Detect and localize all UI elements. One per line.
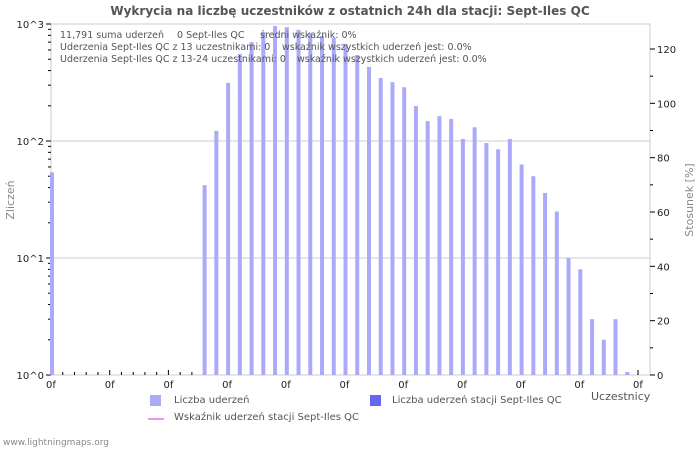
bar (590, 319, 595, 375)
x-tick-label: 0f (222, 380, 232, 391)
legend-line-ratio (148, 418, 164, 420)
x-tick-label: 0f (398, 380, 408, 391)
bar (543, 192, 548, 375)
y2-tick-label: 20 (657, 317, 670, 328)
bar (202, 185, 207, 375)
bar (554, 211, 559, 375)
y2-tick-label: 120 (657, 45, 676, 56)
bar (320, 35, 325, 375)
bar (343, 43, 348, 375)
x-tick-label: 0f (340, 380, 350, 391)
bar (331, 38, 336, 375)
y2-axis-title: Stosunek [%] (683, 163, 696, 236)
bar (496, 149, 501, 375)
bar (531, 176, 536, 375)
legend-label-total: Liczba uderzeń (174, 395, 250, 406)
bar (507, 139, 512, 375)
bar (437, 116, 442, 376)
info-text: 0 Sept-Iles QC (177, 30, 245, 41)
y2-tick-label: 80 (657, 154, 670, 165)
bar (484, 143, 489, 375)
chart-title: Wykrycia na liczbę uczestników z ostatni… (110, 4, 590, 18)
bar (460, 139, 465, 375)
y2-tick-label: 60 (657, 208, 670, 219)
bar (449, 119, 454, 375)
x-tick-label: 0f (457, 380, 467, 391)
info-text: Uderzenia Sept-Iles QC z 13-24 uczestnik… (60, 54, 286, 65)
info-text: wskaźnik wszystkich uderzeń jest: 0.0% (282, 42, 472, 53)
y2-tick-label: 100 (657, 99, 676, 110)
bar (519, 164, 524, 375)
info-text: średni wskaźnik: 0% (260, 30, 357, 41)
y-tick-label: 10^1 (17, 254, 44, 265)
x-tick-label: 0f (46, 380, 56, 391)
bar (50, 172, 54, 375)
bar (566, 258, 571, 375)
x-tick-label: 0f (516, 380, 526, 391)
bar (214, 130, 219, 375)
bar (355, 55, 360, 376)
bar (402, 87, 407, 376)
bar (226, 82, 231, 376)
y2-tick-label: 0 (657, 371, 663, 382)
x-axis-title: Uczestnicy (591, 390, 651, 403)
bar (366, 66, 371, 376)
bar (261, 32, 266, 375)
x-tick-label: 0f (633, 380, 643, 391)
bar (296, 29, 301, 376)
y-axis-title: Zliczeń (4, 180, 17, 219)
bar (425, 121, 430, 375)
bar (413, 106, 418, 376)
info-text: 11,791 suma uderzeń (60, 30, 164, 41)
footer-credit: www.lightningmaps.org (3, 438, 109, 448)
x-tick-label: 0f (574, 380, 584, 391)
legend-swatch-station (370, 395, 381, 406)
y-tick-label: 10^3 (17, 20, 44, 31)
bar (284, 27, 289, 375)
bar (249, 42, 254, 375)
legend-swatch-total (150, 395, 161, 406)
bar (390, 82, 395, 375)
legend-label-ratio: Wskaźnik uderzeń stacji Sept-Iles QC (174, 412, 360, 423)
bar (601, 339, 606, 375)
bar (378, 78, 383, 375)
info-text: wskaźnik wszystkich uderzeń jest: 0.0% (297, 54, 487, 65)
bar (472, 127, 477, 375)
x-tick-label: 0f (105, 380, 115, 391)
bar (237, 53, 242, 375)
bar (578, 269, 583, 375)
bar (273, 26, 278, 375)
bar (308, 32, 313, 376)
x-tick-label: 0f (281, 380, 291, 391)
legend-label-station: Liczba uderzeń stacji Sept-Iles QC (392, 395, 562, 406)
bar (613, 319, 618, 375)
y2-tick-label: 40 (657, 262, 670, 273)
info-text: Uderzenia Sept-Iles QC z 13 uczestnikami… (60, 42, 270, 53)
y-tick-label: 10^2 (17, 137, 44, 148)
bar (625, 372, 630, 375)
x-tick-label: 0f (163, 380, 173, 391)
y-tick-label: 10^0 (17, 371, 44, 382)
